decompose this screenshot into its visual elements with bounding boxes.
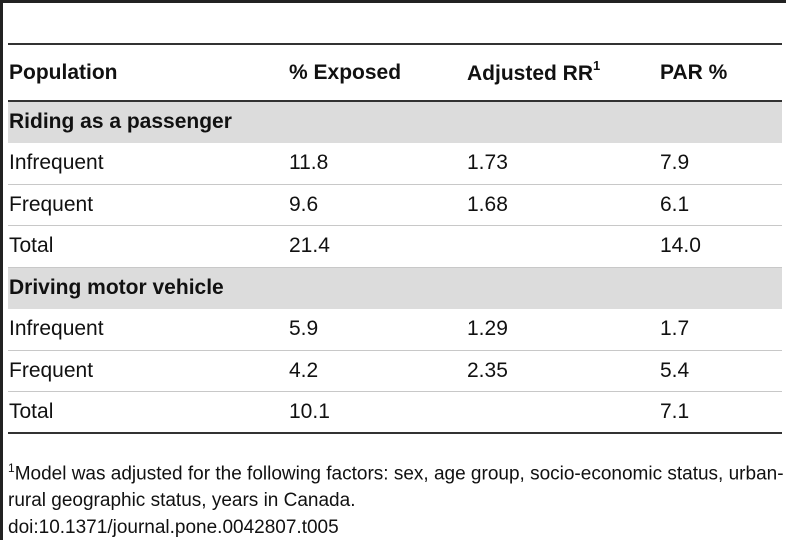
cell-par: 14.0	[659, 225, 782, 268]
cell-exposed: 4.2	[288, 350, 466, 392]
cell-rr	[466, 225, 659, 268]
cell-population: Frequent	[8, 350, 288, 392]
cell-exposed: 21.4	[288, 225, 466, 268]
header-adjusted-rr: Adjusted RR1	[466, 45, 659, 102]
doi-text: doi:10.1371/journal.pone.0042807.t005	[8, 517, 339, 539]
section-title: Driving motor vehicle	[8, 267, 782, 309]
header-adjusted-rr-label: Adjusted RR	[467, 61, 593, 85]
cell-population: Total	[8, 391, 288, 434]
table-row: Infrequent 11.8 1.73 7.9	[8, 142, 782, 185]
header-exposed: % Exposed	[288, 45, 466, 102]
table-header: Population % Exposed Adjusted RR1 PAR %	[8, 45, 782, 102]
cell-par: 7.1	[659, 391, 782, 434]
header-population: Population	[8, 45, 288, 102]
cell-rr: 1.68	[466, 184, 659, 226]
cell-par: 6.1	[659, 184, 782, 226]
section-title: Riding as a passenger	[8, 101, 782, 143]
footnote-marker: 1	[593, 57, 601, 73]
cell-population: Total	[8, 225, 288, 268]
footnote-text: Model was adjusted for the following fac…	[8, 463, 784, 512]
cell-exposed: 5.9	[288, 308, 466, 351]
table-row: Frequent 9.6 1.68 6.1	[8, 184, 782, 226]
cell-exposed: 10.1	[288, 391, 466, 434]
table-row: Total 21.4 14.0	[8, 225, 782, 268]
top-border	[0, 0, 786, 3]
section-row-passenger: Riding as a passenger	[8, 101, 782, 143]
table-row: Infrequent 5.9 1.29 1.7	[8, 308, 782, 351]
footnote-marker: 1	[8, 461, 15, 475]
footnote-text-block: 1Model was adjusted for the following fa…	[8, 455, 784, 514]
table-body: Riding as a passenger Infrequent 11.8 1.…	[8, 101, 782, 434]
data-table: Population % Exposed Adjusted RR1 PAR % …	[8, 45, 782, 434]
cell-population: Infrequent	[8, 142, 288, 185]
cell-rr	[466, 391, 659, 434]
cell-exposed: 11.8	[288, 142, 466, 185]
cell-rr: 2.35	[466, 350, 659, 392]
table-row: Total 10.1 7.1	[8, 391, 782, 434]
table-container: Population % Exposed Adjusted RR1 PAR % …	[8, 45, 782, 434]
cell-population: Infrequent	[8, 308, 288, 351]
cell-rr: 1.73	[466, 142, 659, 185]
cell-par: 1.7	[659, 308, 782, 351]
table-footnote: 1Model was adjusted for the following fa…	[8, 455, 784, 541]
table-top-rule	[8, 43, 782, 45]
cell-rr: 1.29	[466, 308, 659, 351]
header-par: PAR %	[659, 45, 782, 102]
header-row: Population % Exposed Adjusted RR1 PAR %	[8, 45, 782, 102]
section-row-driving: Driving motor vehicle	[8, 267, 782, 309]
table-row: Frequent 4.2 2.35 5.4	[8, 350, 782, 392]
cell-population: Frequent	[8, 184, 288, 226]
cell-par: 5.4	[659, 350, 782, 392]
left-border	[0, 0, 3, 540]
cell-par: 7.9	[659, 142, 782, 185]
cell-exposed: 9.6	[288, 184, 466, 226]
